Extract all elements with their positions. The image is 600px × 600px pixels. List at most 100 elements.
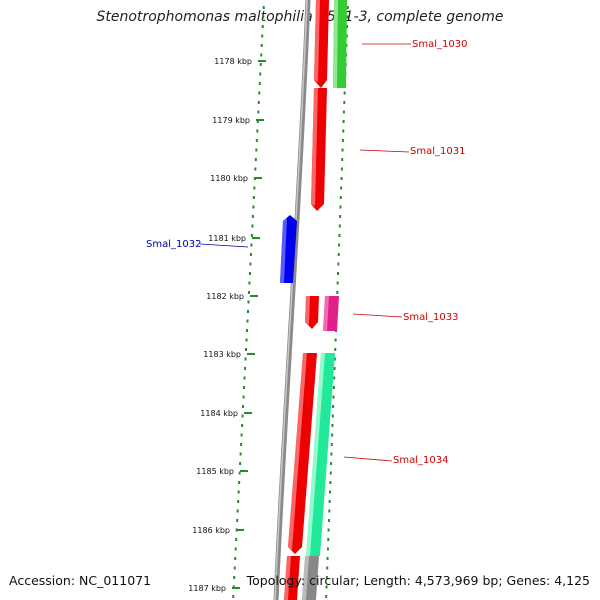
genome-backbone-highlight (274, 0, 308, 600)
gene-shine (288, 353, 307, 550)
outer-track-dot (342, 120, 345, 123)
outer-track-dot (330, 443, 333, 446)
outer-track-dot (334, 338, 337, 342)
outer-track-dot (328, 509, 331, 513)
outer-track-dot (345, 34, 348, 38)
scale-track-dot (248, 281, 251, 285)
scale-track-dot (244, 367, 247, 370)
outer-track-dot (342, 110, 345, 114)
scale-track-dot (237, 500, 240, 503)
outer-track-dot (329, 490, 332, 494)
scale-tick-label: 1178 kbp (214, 57, 252, 66)
outer-track-dot (325, 585, 328, 589)
outer-track-dot (332, 386, 335, 389)
outer-track-dot (342, 129, 345, 133)
scale-track-dot (252, 196, 255, 199)
outer-track-dot (341, 139, 344, 142)
scale-track-dot (251, 224, 254, 228)
scale-track-dot (246, 310, 249, 313)
outer-track-dot (346, 15, 349, 19)
scale-track-dot (254, 158, 257, 161)
outer-track-dot (338, 224, 341, 228)
gene-leader-lines (199, 43, 411, 462)
scale-track-dot (250, 243, 253, 247)
scale-track-dot (262, 15, 265, 19)
gene-label-smal-1033[interactable]: Smal_1033 (403, 312, 458, 323)
gene-shine (305, 296, 310, 325)
scale-track-dot (252, 205, 255, 209)
scale-track-dot (262, 6, 265, 9)
scale-track-dot (241, 414, 244, 418)
scale-tick-label: 1179 kbp (212, 116, 250, 125)
outer-track-dot (333, 367, 336, 370)
scale-track-dot (243, 386, 246, 389)
gene-label-smal-1031[interactable]: Smal_1031 (410, 146, 465, 157)
scale-track-dot (237, 490, 240, 494)
scale-track-dot (235, 538, 238, 541)
outer-track-dot (339, 205, 342, 209)
scale-tick-label: 1185 kbp (196, 467, 234, 476)
scale-track-dot (238, 471, 241, 475)
outer-track-dot (336, 291, 339, 294)
scale-tick-label: 1181 kbp (208, 234, 246, 243)
outer-track-dot (340, 186, 343, 190)
gene-label-smal-1032[interactable]: Smal_1032 (146, 239, 201, 250)
outer-track-dot (326, 547, 329, 551)
scale-track-dot (236, 509, 239, 513)
scale-track-dot (254, 167, 257, 171)
outer-track-dot (327, 519, 330, 522)
scale-track-dot (241, 424, 244, 427)
gene-label-smal-1034[interactable]: Smal_1034 (393, 455, 448, 466)
outer-track-dot (338, 234, 341, 237)
scale-ticks: 1178 kbp 1179 kbp 1180 kbp 1181 kbp 1182 kbp… (188, 57, 266, 593)
scale-track-dot (255, 148, 258, 152)
outer-track-dot (341, 158, 344, 161)
outer-track-dot (346, 6, 349, 9)
scale-track-dot (253, 186, 256, 190)
outer-track-dot (326, 557, 329, 560)
scale-track-dot (240, 443, 243, 446)
outer-track-dot (338, 243, 341, 247)
outer-track-dot (343, 91, 346, 95)
outer-track-dot (331, 433, 334, 437)
gene-shine (311, 88, 318, 206)
scale-tick-label: 1187 kbp (188, 584, 226, 593)
outer-track-dot (329, 471, 332, 475)
scale-track-dot (256, 129, 259, 133)
scale-track-dot (255, 139, 258, 142)
outer-track-dot (329, 481, 332, 484)
scale-track-dot (247, 291, 250, 294)
scale-tick-label: 1186 kbp (192, 526, 230, 535)
scale-track-dot (257, 101, 260, 104)
page-title: Stenotrophomonas maltophilia R551-3, com… (96, 9, 504, 25)
outer-track-dot (330, 462, 333, 465)
outer-track-dot (340, 177, 343, 180)
outer-track-dot (337, 272, 340, 275)
scale-track-dot (256, 120, 259, 123)
scale-track-dot (246, 329, 249, 332)
scale-track-dot (258, 82, 261, 85)
scale-track-dot (258, 91, 261, 95)
outer-track-dot (339, 215, 342, 218)
scale-track-dot (239, 462, 242, 465)
gene-features (280, 0, 347, 600)
scale-tick-label: 1180 kbp (210, 174, 248, 183)
gene-shine (280, 218, 287, 283)
scale-track-dot (249, 262, 252, 266)
outer-track-dot (336, 281, 339, 285)
outer-track-dot (327, 528, 330, 532)
scale-track-dot (250, 234, 253, 237)
outer-track-dot (333, 376, 336, 380)
outer-track-dot (332, 405, 335, 408)
scale-track-dot (239, 452, 242, 456)
scale-track-dot (242, 395, 245, 399)
gene-label-smal-1030[interactable]: Smal_1030 (412, 39, 467, 50)
outer-track-dot (339, 196, 342, 199)
outer-track-dot (337, 253, 340, 256)
genome-backbone (273, 0, 311, 600)
scale-track-dot (249, 253, 252, 256)
outer-track-dot (346, 25, 349, 28)
outer-track-dot (325, 595, 328, 598)
outer-track-dot (332, 395, 335, 399)
gene-shine (333, 0, 338, 88)
